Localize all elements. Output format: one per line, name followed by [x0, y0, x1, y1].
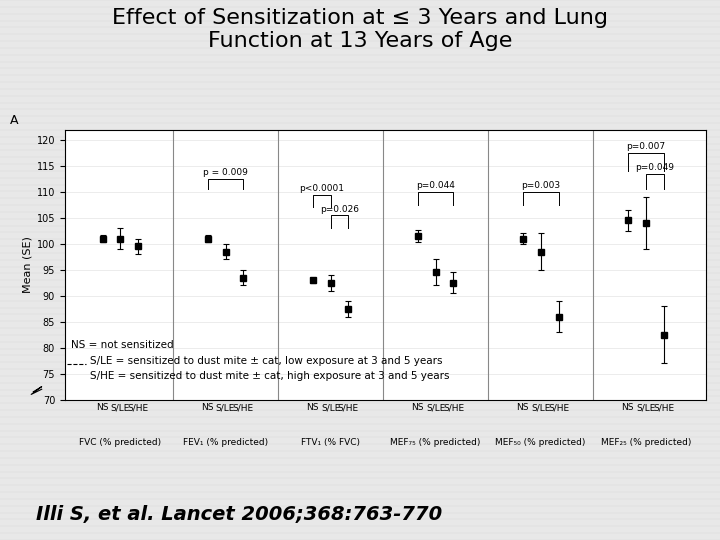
Text: S/LE: S/LE	[636, 403, 655, 412]
Text: A: A	[10, 114, 19, 127]
Text: S/HE: S/HE	[443, 403, 464, 412]
Text: S/HE = sensitized to dust mite ± cat, high exposure at 3 and 5 years: S/HE = sensitized to dust mite ± cat, hi…	[90, 372, 449, 381]
Text: MEF₂₅ (% predicted): MEF₂₅ (% predicted)	[600, 438, 691, 447]
Text: NS: NS	[96, 403, 109, 412]
Text: S/HE: S/HE	[653, 403, 674, 412]
Text: p=0.003: p=0.003	[521, 181, 560, 191]
Y-axis label: Mean (SE): Mean (SE)	[22, 236, 32, 293]
Text: S/LE: S/LE	[321, 403, 341, 412]
Text: FVC (% predicted): FVC (% predicted)	[79, 438, 161, 447]
Text: FEV₁ (% predicted): FEV₁ (% predicted)	[183, 438, 268, 447]
Text: p=0.044: p=0.044	[416, 181, 455, 191]
Text: p = 0.009: p = 0.009	[203, 168, 248, 177]
Text: NS: NS	[516, 403, 529, 412]
Text: FTV₁ (% FVC): FTV₁ (% FVC)	[301, 438, 360, 447]
Text: p=0.007: p=0.007	[626, 143, 665, 151]
Text: S/LE: S/LE	[426, 403, 445, 412]
Text: S/HE: S/HE	[548, 403, 569, 412]
Text: NS: NS	[621, 403, 634, 412]
Text: p=0.049: p=0.049	[635, 163, 674, 172]
Text: S/LE: S/LE	[216, 403, 235, 412]
Text: S/LE: S/LE	[111, 403, 130, 412]
Text: MEF₅₀ (% predicted): MEF₅₀ (% predicted)	[495, 438, 586, 447]
Text: MEF₇₅ (% predicted): MEF₇₅ (% predicted)	[390, 438, 481, 447]
Text: NS: NS	[307, 403, 319, 412]
Text: S/HE: S/HE	[338, 403, 359, 412]
Text: S/HE: S/HE	[127, 403, 149, 412]
Text: NS = not sensitized: NS = not sensitized	[71, 340, 174, 350]
Text: p=0.026: p=0.026	[320, 205, 359, 214]
Text: NS: NS	[202, 403, 214, 412]
Text: Effect of Sensitization at ≤ 3 Years and Lung
Function at 13 Years of Age: Effect of Sensitization at ≤ 3 Years and…	[112, 8, 608, 51]
Text: Illi S, et al. Lancet 2006;368:763-770: Illi S, et al. Lancet 2006;368:763-770	[36, 505, 442, 524]
Text: S/HE: S/HE	[233, 403, 254, 412]
Text: p<0.0001: p<0.0001	[299, 184, 344, 193]
Text: S/LE: S/LE	[531, 403, 550, 412]
Text: NS: NS	[412, 403, 424, 412]
Text: S/LE = sensitized to dust mite ± cat, low exposure at 3 and 5 years: S/LE = sensitized to dust mite ± cat, lo…	[90, 356, 443, 366]
